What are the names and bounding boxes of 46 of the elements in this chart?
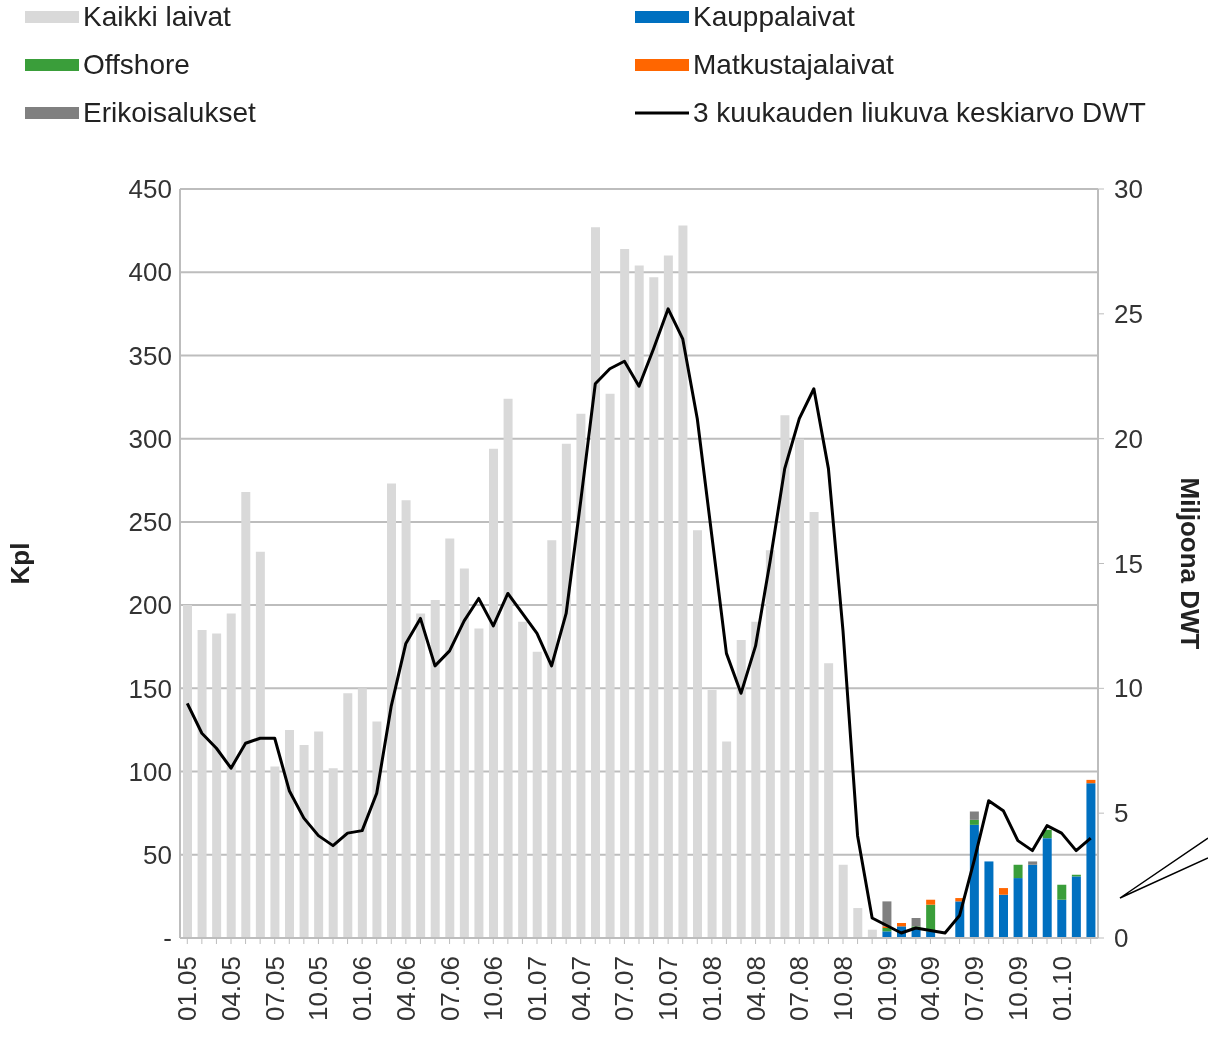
x-tick-label: 01.06 [347, 956, 378, 1022]
y2-tick-label: 5 [1114, 798, 1129, 829]
legend-label: Kauppalaivat [693, 1, 855, 33]
x-tick-label: 10.05 [303, 956, 334, 1022]
x-tick-label: 01.07 [522, 956, 552, 1022]
y-tick-label: 300 [128, 423, 172, 454]
legend-label: Matkustajalaivat [693, 49, 894, 81]
x-tick-label: 10.09 [1002, 956, 1033, 1022]
y-tick-label: 100 [128, 756, 172, 787]
x-tick-label: 01.10 [1046, 956, 1077, 1022]
y2-tick-label: 15 [1114, 548, 1143, 579]
y2-tick-label: 25 [1114, 298, 1143, 329]
y-tick-label: 350 [128, 340, 172, 371]
x-tick-label: 07.08 [784, 956, 815, 1022]
x-tick-label: 01.09 [871, 956, 902, 1022]
x-tick-label: 07.06 [434, 956, 465, 1022]
y-tick-label: 250 [128, 507, 172, 538]
legend-label: 3 kuukauden liukuva keskiarvo DWT [693, 97, 1146, 129]
x-tick-label: 04.06 [390, 956, 421, 1022]
x-tick-label: 01.05 [172, 956, 203, 1022]
x-tick-label: 07.09 [959, 956, 990, 1022]
y2-tick-label: 30 [1114, 174, 1143, 204]
y-tick-label: 150 [128, 673, 172, 704]
y-tick-label: 450 [128, 174, 172, 205]
y2-axis-title: Miljoona DWT [1174, 477, 1205, 650]
x-tick-label: 07.07 [609, 956, 640, 1022]
x-tick-label: 10.08 [828, 956, 858, 1022]
y-tick-label: - [163, 923, 172, 954]
y2-tick-label: 0 [1114, 923, 1129, 953]
y-tick-label: 50 [143, 840, 172, 871]
x-tick-label: 04.09 [915, 956, 946, 1022]
legend-label: Erikoisalukset [83, 97, 256, 129]
x-tick-label: 10.06 [478, 956, 509, 1022]
legend-label: Kaikki laivat [83, 1, 231, 33]
y-tick-label: 400 [128, 257, 172, 288]
y-axis-title: Kpl [5, 542, 36, 585]
legend-label: Offshore [83, 49, 190, 81]
x-tick-label: 04.05 [216, 956, 246, 1022]
y2-tick-label: 20 [1114, 423, 1143, 454]
x-tick-label: 04.07 [565, 956, 596, 1022]
x-tick-label: 01.08 [696, 956, 727, 1022]
x-tick-label: 07.05 [259, 956, 290, 1022]
y2-tick-label: 10 [1114, 673, 1143, 704]
x-tick-label: 10.07 [653, 956, 684, 1022]
x-tick-label: 04.08 [740, 956, 771, 1022]
y-tick-label: 200 [128, 590, 172, 621]
